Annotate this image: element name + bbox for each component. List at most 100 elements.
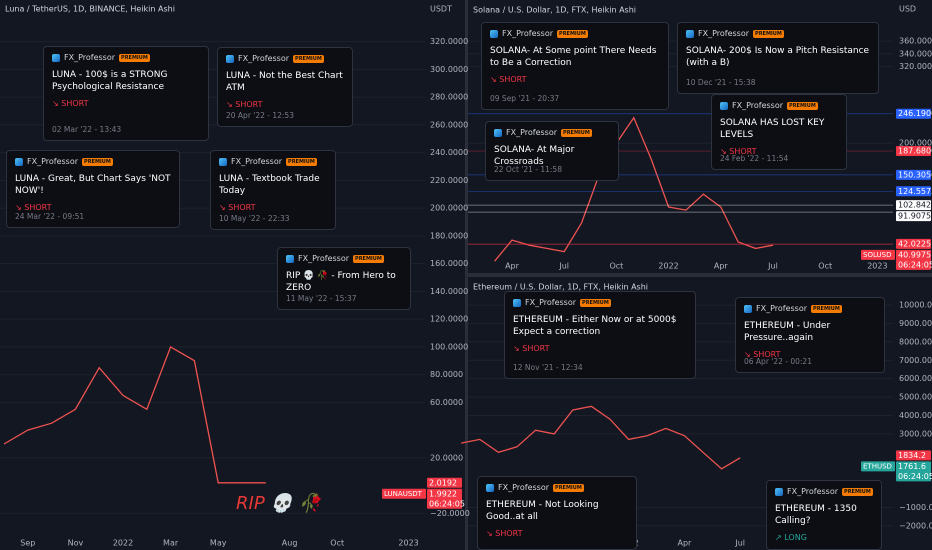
premium-badge: PREMIUM bbox=[119, 53, 150, 62]
idea-title: ETHEREUM - Not Looking Good..at all bbox=[486, 500, 599, 522]
axis-unit: USD bbox=[899, 5, 916, 14]
premium-badge: PREMIUM bbox=[82, 157, 113, 166]
x-tick-label: Apr bbox=[505, 262, 520, 271]
price-tag-value: 150.3050 bbox=[898, 170, 932, 179]
y-tick-label: −20.0000 bbox=[430, 509, 470, 518]
idea-date: 10 Dec '21 - 15:38 bbox=[686, 78, 756, 87]
price-tag-value: 1.9922 bbox=[429, 489, 457, 498]
y-tick-label: −2000.0000 bbox=[899, 521, 932, 530]
price-tag bbox=[427, 488, 462, 509]
y-tick-label: 4000.0000 bbox=[899, 411, 932, 420]
author-row: FX_Professor PREMIUM bbox=[226, 54, 344, 63]
idea-title: ETHEREUM - Either Now or at 5000$ Expect… bbox=[513, 315, 677, 337]
x-tick-label: Jul bbox=[558, 262, 569, 271]
idea-date: 12 Nov '21 - 12:34 bbox=[513, 363, 583, 372]
y-tick-label: 6000.0000 bbox=[899, 374, 932, 383]
price-tag-value: 246.1900 bbox=[898, 109, 932, 118]
x-tick-label: 2023 bbox=[867, 262, 887, 271]
idea-date: 09 Sep '21 - 20:37 bbox=[490, 94, 560, 103]
price-tag-value: 187.6800 bbox=[898, 147, 932, 156]
idea-signal: ↘ SHORT bbox=[486, 529, 523, 538]
author-logo bbox=[686, 29, 694, 38]
x-tick-label: Oct bbox=[818, 262, 832, 271]
idea-title: LUNA - Textbook Trade Today bbox=[219, 174, 320, 196]
x-tick-label: Jul bbox=[767, 262, 778, 271]
premium-badge: PREMIUM bbox=[811, 304, 842, 313]
y-tick-label: 260.0000 bbox=[430, 120, 468, 129]
idea-card: FX_Professor PREMIUM ETHEREUM - Not Lookin… bbox=[477, 476, 637, 550]
y-tick-label: 3000.0000 bbox=[899, 429, 932, 438]
idea-date: 02 Mar '22 - 13:43 bbox=[52, 125, 122, 134]
idea-title: SOLANA- At Some point There Needs to Be … bbox=[490, 46, 657, 68]
premium-badge: PREMIUM bbox=[561, 128, 592, 137]
y-tick-label: 80.0000 bbox=[430, 370, 463, 379]
price-tag-value: 2.0192 bbox=[429, 478, 457, 487]
author-logo bbox=[490, 29, 498, 38]
idea-card: FX_Professor PREMIUM LUNA - 100$ is a STRO… bbox=[43, 46, 209, 141]
x-tick-label: Sep bbox=[20, 539, 35, 548]
idea-date: 24 Mar '22 - 09:51 bbox=[15, 212, 85, 221]
idea-title: SOLANA- 200$ Is Now a Pitch Resistance (… bbox=[686, 46, 870, 68]
premium-badge: PREMIUM bbox=[286, 157, 317, 166]
x-tick-label: Aug bbox=[282, 539, 298, 548]
y-tick-label: 320.0000 bbox=[430, 37, 468, 46]
price-tag bbox=[896, 211, 931, 222]
countdown: 06:24:05 bbox=[429, 499, 465, 508]
premium-badge: PREMIUM bbox=[787, 101, 818, 110]
symbol-tag-label: LUNAUSDT bbox=[384, 490, 423, 498]
countdown: 06:24:05 bbox=[898, 260, 932, 269]
price-tag bbox=[896, 461, 931, 482]
y-tick-label: 360.0000 bbox=[899, 37, 932, 46]
idea-title: SOLANA HAS LOST KEY LEVELS bbox=[720, 118, 825, 140]
y-tick-label: 220.0000 bbox=[430, 176, 468, 185]
price-line bbox=[3, 345, 266, 484]
idea-card: FX_Professor PREMIUM ETHEREUM - Either Now… bbox=[504, 291, 696, 379]
author-name: FX_Professor bbox=[27, 157, 79, 166]
author-row: FX_Professor PREMIUM bbox=[52, 53, 200, 62]
y-tick-label: 280.0000 bbox=[430, 93, 468, 102]
idea-card: FX_Professor PREMIUM LUNA - Great, But Cha… bbox=[6, 150, 180, 228]
y-tick-label: 20.0000 bbox=[430, 453, 463, 462]
idea-signal: ↗ LONG bbox=[775, 533, 807, 542]
x-tick-label: Apr bbox=[677, 539, 692, 548]
author-row: FX_Professor PREMIUM bbox=[686, 29, 870, 38]
symbol-tag bbox=[382, 488, 426, 499]
premium-badge: PREMIUM bbox=[557, 29, 588, 38]
y-tick-label: −1000.0000 bbox=[899, 503, 932, 512]
symbol-tag-label: SOLUSD bbox=[863, 251, 891, 259]
idea-signal: ↘ SHORT bbox=[226, 100, 263, 109]
y-tick-label: 140.0000 bbox=[430, 287, 468, 296]
author-logo bbox=[513, 298, 521, 307]
author-name: FX_Professor bbox=[698, 29, 750, 38]
countdown: 06:24:05 bbox=[898, 472, 932, 481]
author-name: FX_Professor bbox=[231, 157, 283, 166]
idea-signal: ↘ SHORT bbox=[720, 147, 757, 156]
author-name: FX_Professor bbox=[732, 101, 784, 110]
author-logo bbox=[494, 128, 502, 137]
axis-unit: USDT bbox=[430, 5, 452, 14]
y-tick-label: 9000.0000 bbox=[899, 319, 932, 328]
author-name: FX_Professor bbox=[502, 29, 554, 38]
y-tick-label: 8000.0000 bbox=[899, 337, 932, 346]
symbol-tag bbox=[861, 249, 895, 260]
price-tag bbox=[896, 238, 931, 249]
idea-signal: ↘ SHORT bbox=[744, 350, 781, 359]
idea-date: 11 May '22 - 15:37 bbox=[286, 294, 357, 303]
y-tick-label: 300.0000 bbox=[430, 65, 468, 74]
x-tick-label: 2023 bbox=[398, 539, 418, 548]
author-logo bbox=[286, 254, 294, 263]
x-tick-label: 2022 bbox=[113, 539, 133, 548]
x-tick-label: Oct bbox=[609, 262, 623, 271]
author-row: FX_Professor PREMIUM bbox=[494, 128, 610, 137]
author-row: FX_Professor PREMIUM bbox=[744, 304, 876, 313]
author-row: FX_Professor PREMIUM bbox=[219, 157, 327, 166]
y-tick-label: 200.0000 bbox=[430, 204, 468, 213]
y-tick-label: 60.0000 bbox=[430, 398, 463, 407]
x-tick-label: Oct bbox=[330, 539, 344, 548]
idea-card: FX_Professor PREMIUM SOLANA- 200$ Is Now a… bbox=[677, 22, 879, 94]
chart-title: Luna / TetherUS, 1D, BINANCE, Heikin Ash… bbox=[5, 5, 175, 14]
premium-badge: PREMIUM bbox=[553, 483, 584, 492]
price-tag-value: 102.8425 bbox=[898, 201, 932, 210]
y-tick-label: 10000.0000 bbox=[899, 301, 932, 310]
premium-badge: PREMIUM bbox=[842, 487, 873, 496]
